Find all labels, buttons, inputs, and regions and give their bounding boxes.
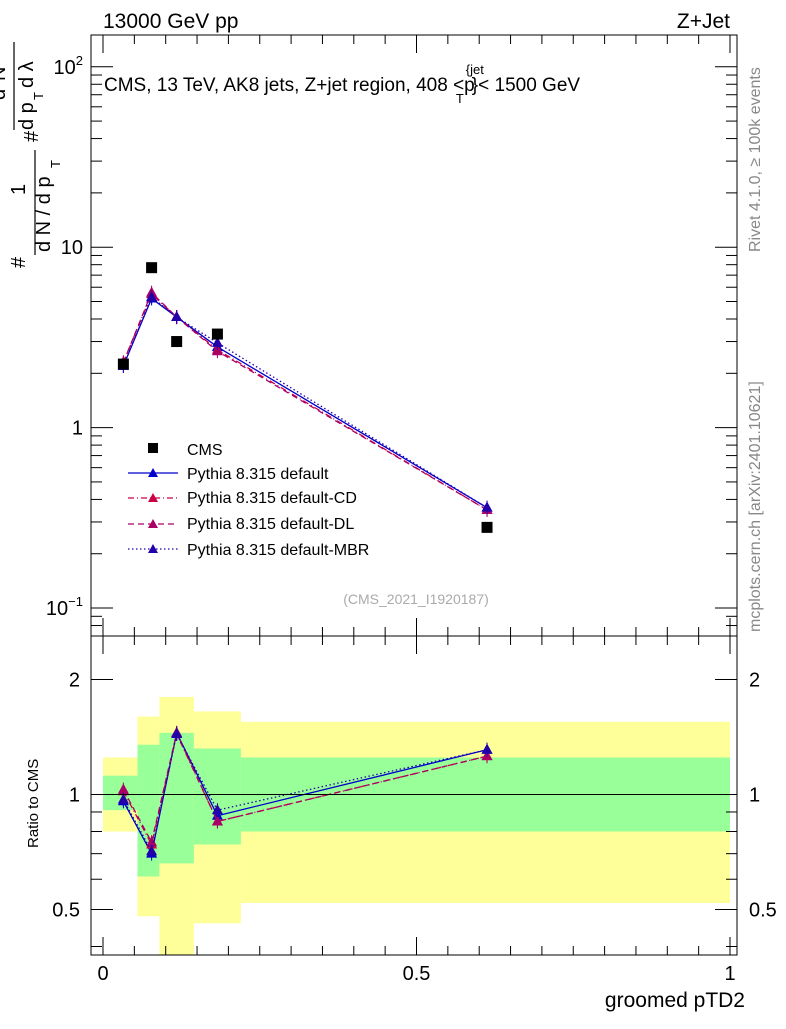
legend-label-mbr: Pythia 8.315 default-MBR [187,542,369,559]
ylabel-one: 1 [8,184,30,195]
legend-label-dl: Pythia 8.315 default-DL [187,516,354,533]
tick-base: 10 [46,598,68,620]
legend-entry-dl: Pythia 8.315 default-DL [128,516,354,533]
main-marker-mbr-1 [146,290,158,301]
ratio-ytick-label-right-0: 0.5 [749,899,777,921]
ylabel-dn: d N / d p [33,176,55,252]
analysis-tag: (CMS_2021_I1920187) [343,591,489,607]
ylabel-T-2: T [31,92,46,100]
header-right: Z+Jet [677,10,730,33]
data-point-2 [171,336,183,348]
main-ytick-label-0: 10−1 [46,594,83,620]
ratio-marker-mbr-4 [481,743,493,754]
data-point-3 [211,328,223,340]
data-point-0 [117,358,129,370]
band-green-3 [193,748,241,845]
ratio-ytick-label-right-1: 1 [749,784,760,806]
legend-marker-cd [148,493,158,502]
legend-marker-dl [148,519,158,528]
main-marker-mbr-4 [481,501,493,512]
legend-marker-mbr [148,544,158,553]
tick-base: 10 [54,57,76,79]
xtick-label-1: 0.5 [403,963,431,985]
ylabel-hash-1: # [8,256,30,268]
main-ytick-label-3: 102 [54,53,83,79]
main-marker-mbr-2 [171,311,183,322]
plot-title: CMS, 13 TeV, AK8 jets, Z+jet region, 408… [104,62,580,106]
legend-marker-cms [148,443,158,453]
ratio-marker-mbr-0 [117,793,129,804]
legend-entry-mbr: Pythia 8.315 default-MBR [128,542,369,559]
side-label-mcplots: mcplots.cern.ch [arXiv:2401.10621] [747,381,764,632]
ratio-marker-dl-3 [211,815,223,826]
ratio-ytick-label-right-2: 2 [749,670,760,692]
data-point-1 [146,262,158,274]
plot-title-prefix: CMS, 13 TeV, AK8 jets, Z+jet region, 408… [104,75,464,96]
ratio-marker-mbr-3 [211,804,223,815]
legend-entry-default: Pythia 8.315 default [128,466,329,483]
main-series [117,262,493,533]
plot-title-sup: {jet [466,62,484,77]
legend-label-cms: CMS [187,442,223,459]
tick-exponent: −1 [68,594,83,609]
xlabel: groomed pTD2 [605,989,745,1012]
ylabel-dlambda: d λ [16,61,38,88]
tick-exponent: 2 [76,53,83,68]
main-ylabel: # 1 d N / d p T # d 2 N d p T d λ [0,42,63,268]
plot-title-sub: T [456,91,464,106]
main-marker-dl-3 [211,345,223,356]
ratio-ytick-label-left-2: 2 [69,670,80,692]
xtick-label-2: 1 [724,963,735,985]
ylabel-d: d [0,89,10,100]
ratio-marker-mbr-1 [146,845,158,856]
ratio-ytick-label-left-1: 1 [69,784,80,806]
ratio-ytick-label-left-0: 0.5 [52,899,80,921]
ratio-marker-mbr-2 [171,728,183,739]
ratio-frame [90,635,738,956]
band-green-2 [159,732,194,864]
side-label-rivet: Rivet 4.1.0, ≥ 100k events [747,67,764,252]
ratio-marker-dl-0 [117,783,129,794]
header-left: 13000 GeV pp [103,10,238,33]
main-ytick-label-1: 1 [72,418,83,440]
plot-title-p: p [464,75,475,96]
ratio-line-mbr [122,732,488,854]
ylabel-T-1: T [48,160,63,168]
legend-label-cd: Pythia 8.315 default-CD [187,490,357,507]
main-marker-mbr-3 [211,336,223,347]
ratio-ylabel: Ratio to CMS [25,759,42,848]
ylabel-N: N [0,67,10,81]
ratio-series [117,725,493,861]
main-ytick-label-2: 10 [61,237,83,259]
main-line-mbr [122,295,488,509]
ratio-marker-dl-1 [146,836,158,847]
ylabel-hash-2: # [21,130,43,142]
ylabel-dp: d p [16,102,38,130]
ratio-bands [103,696,730,955]
data-point-4 [481,521,493,533]
legend-entry-cd: Pythia 8.315 default-CD [128,490,357,507]
xtick-label-0: 0 [97,963,108,985]
legend-label-default: Pythia 8.315 default [187,466,329,483]
legend-marker-default [148,468,158,477]
legend-entry-cms: CMS [148,442,223,459]
legend: CMS Pythia 8.315 default Pythia 8.315 de… [128,442,369,559]
plot-title-suffix: }< 1500 GeV [472,75,581,96]
